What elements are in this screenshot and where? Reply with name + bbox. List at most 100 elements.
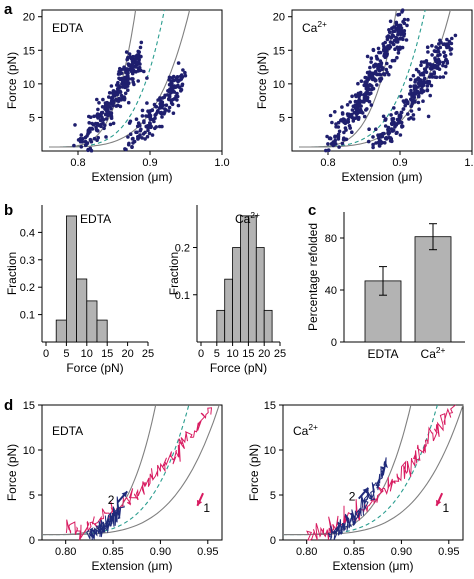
data-point: [394, 131, 399, 135]
y-tick-label: 15: [264, 400, 276, 412]
data-point: [442, 50, 446, 55]
data-point: [441, 63, 445, 68]
arrow-label: 1: [203, 501, 210, 515]
data-point: [146, 109, 150, 113]
chart-a_ca: 0.8 0.9 1.0 5 10 15 20 Ca2+ Extension (μm) Force …: [255, 8, 474, 184]
data-point: [138, 133, 142, 137]
data-point: [430, 53, 434, 57]
data-point: [112, 89, 116, 93]
histogram-bar: [240, 215, 249, 343]
data-point: [350, 108, 355, 112]
data-point: [429, 72, 433, 77]
data-point: [108, 122, 113, 127]
data-point: [395, 55, 399, 60]
data-point: [183, 73, 188, 78]
x-axis-label: Extension (μm): [92, 170, 173, 184]
data-point: [437, 61, 442, 66]
data-point: [447, 39, 452, 44]
data-point: [400, 45, 405, 50]
data-point: [136, 121, 141, 125]
x-tick-label: 0.95: [197, 546, 218, 558]
data-point: [325, 134, 329, 139]
data-point: [367, 127, 371, 131]
data-point: [429, 83, 434, 88]
histogram-bar: [66, 215, 78, 343]
data-point: [167, 109, 171, 113]
data-point: [407, 117, 411, 121]
data-point: [425, 88, 430, 93]
data-point: [87, 114, 91, 119]
data-point: [441, 60, 446, 65]
x-tick-label: 20: [121, 348, 133, 360]
y-tick-label: 0: [29, 535, 35, 547]
data-point: [374, 78, 378, 83]
data-point: [121, 67, 126, 71]
data-point: [159, 101, 163, 105]
data-point: [115, 92, 120, 97]
data-point: [449, 52, 453, 56]
data-point: [123, 91, 128, 96]
data-point: [374, 127, 378, 131]
data-point: [369, 91, 373, 95]
data-point: [377, 72, 381, 77]
data-point: [131, 54, 135, 59]
condition-label: EDTA: [80, 212, 111, 226]
data-point: [445, 45, 449, 50]
data-point: [183, 70, 187, 75]
data-point: [367, 76, 372, 80]
data-point: [409, 104, 414, 108]
data-point: [179, 73, 184, 77]
data-point: [149, 125, 153, 130]
data-point: [422, 78, 426, 82]
data-point: [97, 101, 101, 105]
data-point: [131, 80, 135, 84]
data-point: [406, 101, 410, 106]
data-point: [436, 46, 441, 51]
panel-letter-a: a: [4, 1, 13, 18]
data-point: [175, 94, 180, 99]
data-point: [129, 69, 134, 74]
reference-curve: [283, 404, 438, 536]
data-point: [373, 62, 378, 67]
data-point: [364, 108, 368, 112]
data-point: [423, 70, 427, 74]
data-point: [392, 106, 396, 110]
data-point: [326, 148, 331, 152]
data-point: [388, 64, 392, 69]
data-point: [174, 76, 178, 80]
x-tick-label: 10: [81, 348, 93, 360]
data-point: [121, 82, 126, 87]
data-point: [118, 77, 123, 82]
y-tick-label: 0: [270, 535, 276, 547]
data-point: [355, 115, 359, 120]
data-point: [95, 138, 99, 142]
data-point: [402, 29, 407, 33]
data-point: [353, 106, 358, 111]
data-point: [368, 73, 373, 77]
y-tick-label: 10: [273, 79, 285, 91]
data-point: [384, 46, 389, 50]
data-point: [180, 83, 184, 88]
reference-curve: [49, 9, 191, 148]
data-point: [347, 124, 352, 128]
data-point: [337, 145, 341, 149]
data-point: [385, 61, 389, 66]
data-point: [411, 117, 416, 121]
y-tick-label: 5: [279, 112, 285, 124]
data-point: [95, 97, 99, 102]
data-point: [437, 67, 442, 71]
data-point: [160, 115, 164, 119]
data-point: [386, 127, 390, 132]
data-point: [106, 113, 110, 118]
arrow-label: 2: [349, 490, 356, 504]
data-point: [398, 133, 403, 137]
data-point: [390, 122, 395, 126]
data-point: [345, 103, 350, 107]
data-point: [72, 143, 76, 148]
category-label: EDTA: [367, 347, 398, 361]
data-point: [336, 125, 341, 129]
data-point: [150, 108, 155, 112]
data-point: [371, 145, 375, 150]
data-point: [356, 81, 360, 86]
data-point: [162, 95, 167, 100]
